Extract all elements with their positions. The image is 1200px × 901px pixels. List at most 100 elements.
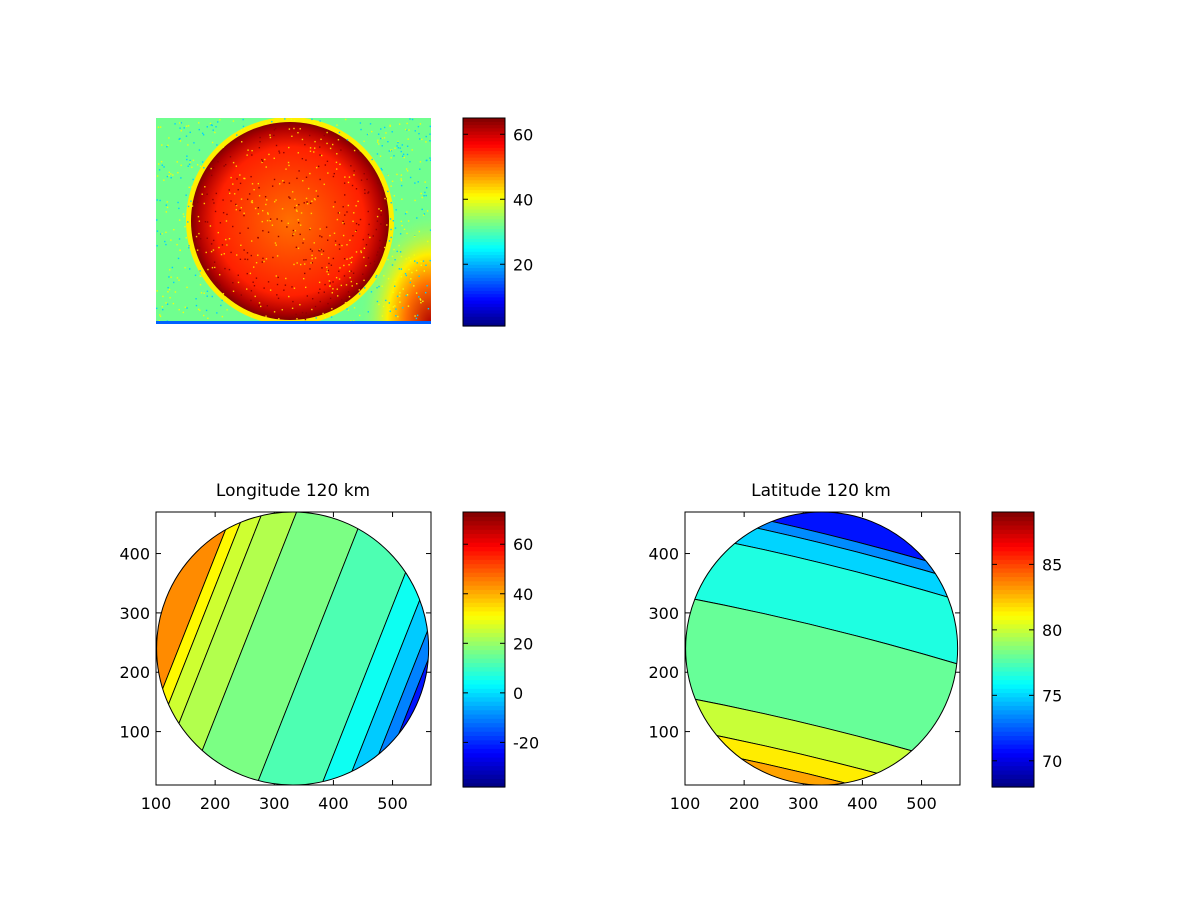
noise-pixel: [350, 261, 353, 264]
noise-pixel: [168, 175, 170, 177]
noise-pixel: [250, 240, 253, 242]
colorbar-swatch: [463, 537, 505, 543]
noise-pixel: [171, 266, 174, 269]
noise-pixel: [346, 258, 348, 260]
noise-pixel: [383, 275, 385, 277]
colorbar-swatch: [992, 744, 1034, 749]
noise-pixel: [222, 199, 224, 201]
noise-pixel: [265, 166, 267, 168]
noise-pixel: [219, 284, 221, 286]
noise-pixel: [166, 146, 168, 148]
noise-pixel: [350, 165, 352, 167]
noise-pixel: [362, 238, 364, 241]
colorbar-swatch: [992, 679, 1034, 685]
noise-pixel: [313, 151, 315, 153]
noise-pixel: [167, 144, 169, 147]
colorbar-swatch: [463, 735, 505, 741]
noise-pixel: [275, 244, 277, 246]
noise-pixel: [383, 246, 386, 249]
noise-pixel: [264, 196, 267, 198]
noise-pixel: [379, 155, 382, 157]
noise-pixel: [390, 149, 393, 152]
colorbar-swatch: [992, 662, 1034, 668]
noise-pixel: [306, 201, 308, 203]
noise-pixel: [411, 118, 414, 121]
colorbar-swatch: [992, 653, 1034, 659]
noise-pixel: [366, 178, 368, 181]
noise-pixel: [347, 181, 350, 184]
noise-pixel: [191, 186, 193, 188]
colorbar-swatch: [463, 192, 505, 197]
colorbar-swatch: [463, 593, 505, 599]
noise-pixel: [326, 270, 328, 273]
noise-pixel: [251, 200, 253, 202]
noise-pixel: [349, 276, 351, 279]
colorbar-swatch: [463, 512, 505, 517]
noise-pixel: [262, 209, 264, 212]
noise-pixel: [185, 194, 187, 196]
noise-pixel: [258, 146, 261, 149]
colorbar-swatch: [992, 597, 1034, 603]
colorbar-swatch: [463, 309, 505, 314]
noise-pixel: [314, 123, 316, 125]
colorbar-swatch: [992, 554, 1034, 560]
noise-pixel: [276, 218, 278, 220]
noise-pixel: [327, 302, 329, 305]
noise-pixel: [424, 181, 426, 183]
noise-pixel: [277, 276, 279, 279]
colorbar-swatch: [992, 546, 1034, 552]
noise-pixel: [319, 235, 321, 237]
noise-pixel: [391, 131, 393, 133]
noise-pixel: [391, 264, 394, 266]
noise-pixel: [341, 299, 343, 301]
noise-pixel: [278, 317, 280, 320]
colorbar-swatch: [463, 696, 505, 702]
noise-pixel: [328, 280, 331, 282]
noise-pixel: [188, 245, 190, 247]
noise-pixel: [406, 294, 409, 296]
noise-pixel: [188, 247, 190, 249]
colorbar-swatch: [463, 290, 505, 295]
colorbar-swatch: [463, 196, 505, 200]
noise-pixel: [419, 161, 422, 163]
colorbar-swatch: [992, 550, 1034, 556]
noise-pixel: [405, 258, 407, 260]
noise-pixel: [314, 140, 316, 143]
colorbar-swatch: [463, 597, 505, 603]
colorbar-swatch: [992, 606, 1034, 612]
noise-pixel: [228, 189, 230, 191]
noise-pixel: [379, 258, 381, 261]
colorbar-swatch: [463, 679, 505, 685]
noise-pixel: [184, 306, 187, 309]
noise-pixel: [342, 220, 344, 223]
colorbar-swatch: [463, 554, 505, 560]
noise-pixel: [429, 133, 431, 135]
noise-pixel: [273, 157, 275, 160]
noise-pixel: [353, 293, 355, 295]
noise-pixel: [375, 274, 378, 277]
colorbar-swatch: [463, 576, 505, 582]
noise-pixel: [360, 179, 363, 181]
noise-pixel: [346, 244, 348, 246]
noise-pixel: [294, 207, 296, 209]
noise-pixel: [323, 291, 325, 293]
noise-pixel: [269, 136, 272, 139]
noise-pixel: [364, 189, 366, 191]
colorbar-swatch: [463, 296, 505, 301]
noise-pixel: [355, 251, 358, 253]
noise-pixel: [221, 244, 224, 246]
noise-pixel: [422, 260, 425, 262]
noise-pixel: [275, 144, 278, 147]
noise-pixel: [215, 126, 217, 128]
y-tick-label: 300: [648, 604, 679, 623]
colorbar-swatch: [463, 580, 505, 586]
noise-pixel: [205, 251, 207, 254]
colorbar-swatch: [463, 748, 505, 754]
noise-pixel: [378, 303, 380, 306]
noise-pixel: [293, 233, 295, 235]
noise-pixel: [402, 153, 405, 156]
colorbar-swatch: [463, 202, 505, 207]
colorbar-swatch: [992, 666, 1034, 672]
noise-pixel: [225, 163, 227, 166]
colorbar-swatch: [463, 209, 505, 213]
